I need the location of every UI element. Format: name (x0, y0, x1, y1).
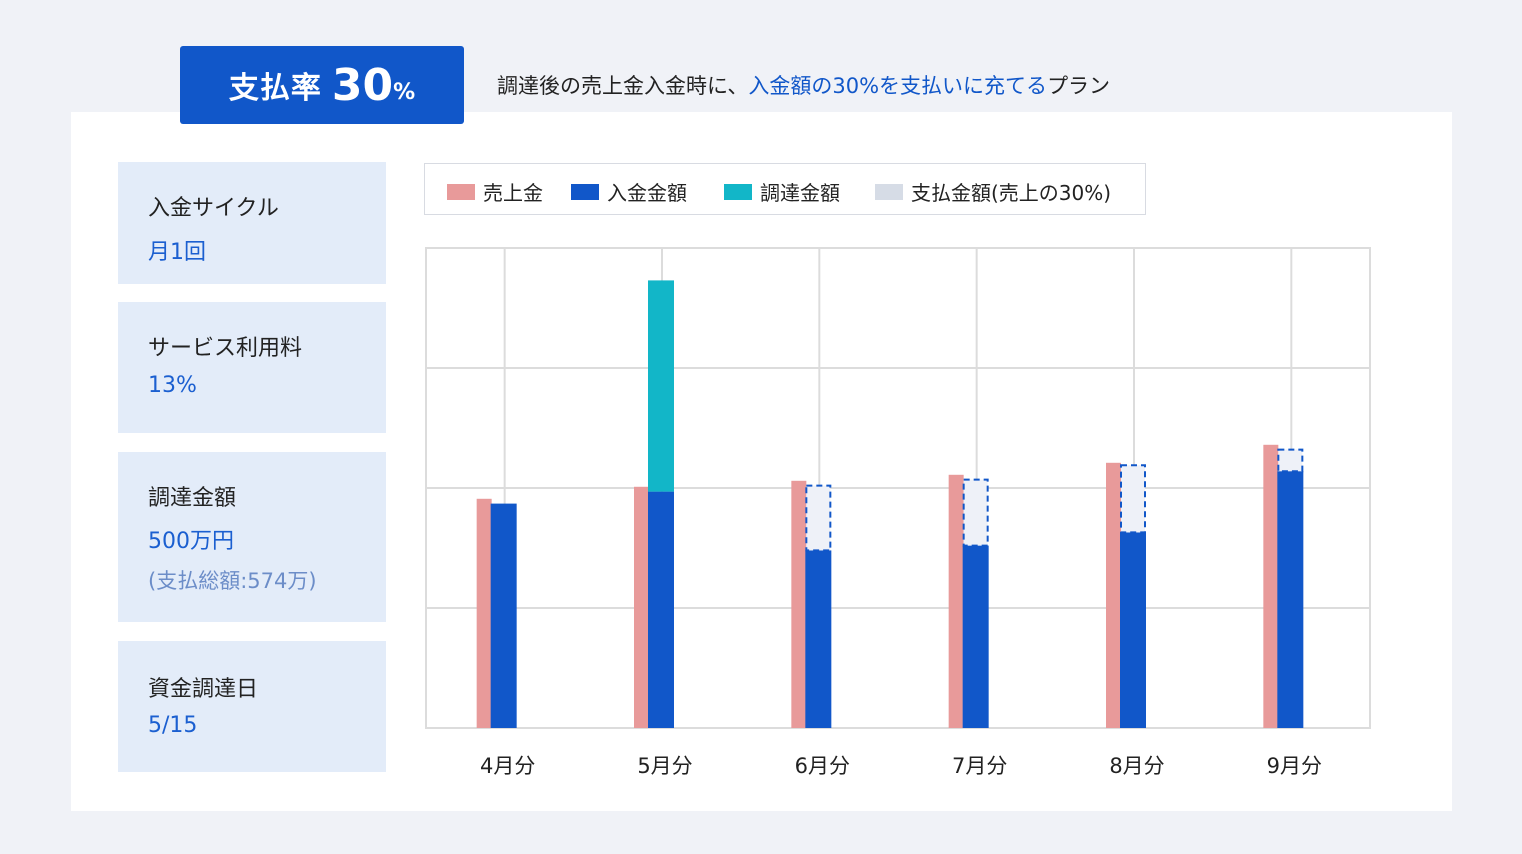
legend-label: 売上金 (483, 181, 543, 205)
bar-sales (791, 480, 807, 728)
bar-deposit (805, 550, 832, 728)
rate-unit: % (393, 79, 416, 105)
bar-sales (1263, 444, 1279, 728)
plan-description: 調達後の売上金入金時に、入金額の30%を支払いに充てるプラン (497, 70, 1110, 100)
bar-sales (634, 486, 649, 728)
x-tick-label: 4月分 (480, 754, 535, 778)
chart-legend: 売上金 入金金額 調達金額 支払金額(売上の30%) (424, 163, 1146, 215)
legend-label: 支払金額(売上の30%) (911, 181, 1112, 205)
bar-payment (962, 478, 989, 547)
bar-payment (805, 484, 832, 552)
info-box-funding-date: 資金調達日 5/15 (118, 641, 386, 772)
info-title: サービス利用料 (148, 336, 303, 361)
legend-swatch (571, 183, 599, 200)
plan-description-highlight: 入金額の30%を支払いに充てる (748, 74, 1048, 98)
bar-sales (476, 498, 492, 728)
bar-deposit (1277, 471, 1304, 728)
bar-sales (948, 474, 964, 728)
legend-swatch (724, 183, 752, 200)
legend-item-funding: 調達金額 (724, 177, 840, 206)
legend-label: 調達金額 (760, 181, 840, 205)
info-value: 500万円 (148, 529, 234, 554)
legend-item-deposit: 入金金額 (571, 177, 687, 206)
info-title: 調達金額 (148, 486, 237, 511)
info-value: 13% (148, 373, 197, 398)
x-tick-label: 5月分 (637, 754, 692, 778)
plan-description-post: プラン (1047, 74, 1111, 98)
x-tick-label: 7月分 (952, 754, 1007, 778)
bar-deposit (648, 491, 674, 728)
legend-item-sales: 売上金 (447, 177, 543, 206)
rate-label: 支払率 (228, 71, 322, 106)
plan-description-pre: 調達後の売上金入金時に、 (497, 74, 749, 98)
rate-value: 30 (331, 59, 394, 111)
info-subvalue: (支払総額:574万) (148, 569, 317, 593)
info-value: 5/15 (148, 713, 198, 738)
bar-deposit (490, 503, 517, 728)
bar-payment (1277, 448, 1304, 473)
payment-rate-badge: 支払率 30 % (180, 46, 464, 124)
info-box-funding-amount: 調達金額 500万円 (支払総額:574万) (118, 452, 386, 622)
info-box-service-fee: サービス利用料 13% (118, 302, 386, 433)
bar-funding (648, 280, 674, 492)
x-tick-label: 6月分 (795, 754, 850, 778)
info-title: 資金調達日 (148, 677, 259, 702)
info-box-deposit-cycle: 入金サイクル 月1回 (118, 162, 386, 284)
bar-deposit (1120, 532, 1146, 728)
legend-label: 入金金額 (607, 181, 687, 205)
info-title: 入金サイクル (148, 196, 279, 221)
bar-payment (1120, 464, 1146, 534)
x-tick-label: 8月分 (1109, 754, 1164, 778)
bar-deposit (962, 545, 989, 728)
legend-swatch (447, 183, 475, 200)
legend-item-payment: 支払金額(売上の30%) (875, 177, 1111, 206)
info-value: 月1回 (148, 240, 206, 265)
legend-swatch (875, 183, 903, 200)
bar-sales (1106, 462, 1121, 728)
x-tick-label: 9月分 (1267, 754, 1322, 778)
